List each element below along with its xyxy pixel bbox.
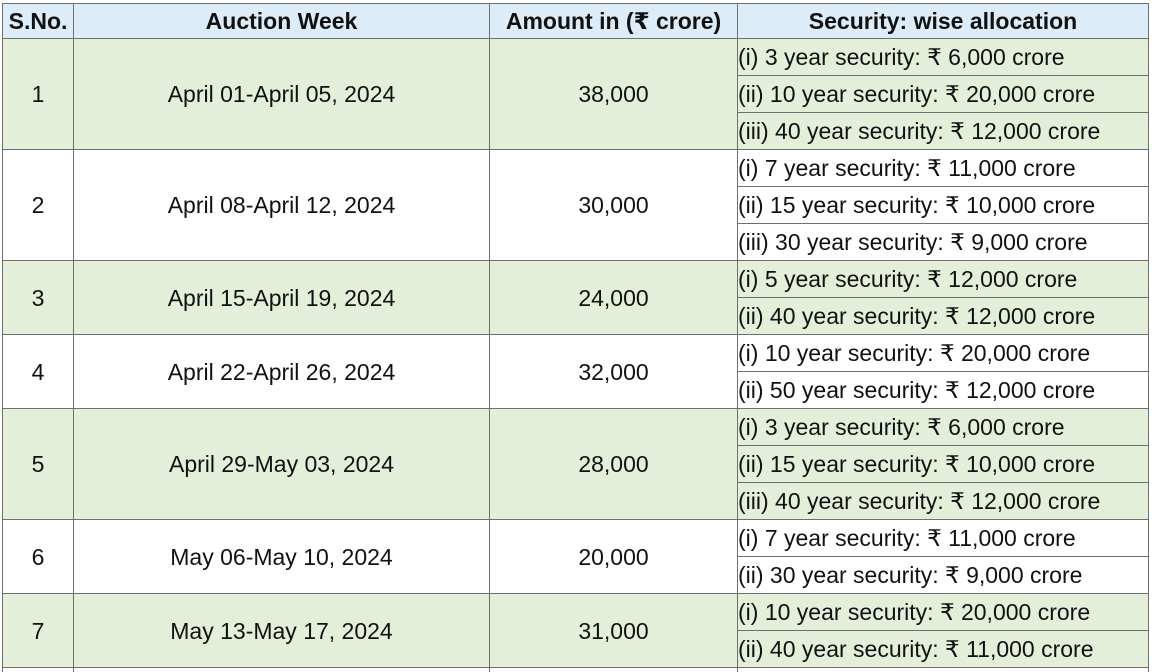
sno-cell: 5: [3, 409, 74, 520]
sno-cell: 2: [3, 150, 74, 261]
table-body: 1 April 01-April 05, 2024 38,000 (i) 3 y…: [3, 39, 1149, 672]
allocation-cell: (i) 10 year security: ₹ 20,000 crore: [738, 335, 1149, 372]
table-row: 6 May 06-May 10, 2024 20,000 (i) 7 year …: [3, 520, 1149, 557]
cutoff-cell: [3, 668, 74, 672]
auction-week-cell: May 13-May 17, 2024: [74, 594, 490, 668]
cutoff-cell: [490, 668, 738, 672]
allocation-cell: (ii) 40 year security: ₹ 12,000 crore: [738, 298, 1149, 335]
auction-schedule-table: S.No. Auction Week Amount in (₹ crore) S…: [2, 3, 1149, 672]
table-row: 3 April 15-April 19, 2024 24,000 (i) 5 y…: [3, 261, 1149, 298]
auction-week-cell: April 22-April 26, 2024: [74, 335, 490, 409]
amount-cell: 28,000: [490, 409, 738, 520]
allocation-cell: (ii) 15 year security: ₹ 10,000 crore: [738, 187, 1149, 224]
allocation-cell: (ii) 50 year security: ₹ 12,000 crore: [738, 372, 1149, 409]
amount-cell: 31,000: [490, 594, 738, 668]
allocation-cell: (i) 3 year security: ₹ 6,000 crore: [738, 39, 1149, 76]
sno-cell: 1: [3, 39, 74, 150]
allocation-cell: (ii) 30 year security: ₹ 9,000 crore: [738, 557, 1149, 594]
header-allocation: Security: wise allocation: [738, 4, 1149, 39]
auction-week-cell: May 06-May 10, 2024: [74, 520, 490, 594]
allocation-cell: (i) 10 year security: ₹ 20,000 crore: [738, 594, 1149, 631]
header-auction-week: Auction Week: [74, 4, 490, 39]
header-row: S.No. Auction Week Amount in (₹ crore) S…: [3, 4, 1149, 39]
allocation-cell: (iii) 40 year security: ₹ 12,000 crore: [738, 483, 1149, 520]
auction-week-cell: April 08-April 12, 2024: [74, 150, 490, 261]
allocation-cell: (i) 7 year security: ₹ 11,000 crore: [738, 150, 1149, 187]
auction-week-cell: April 01-April 05, 2024: [74, 39, 490, 150]
sno-cell: 4: [3, 335, 74, 409]
table-row-cutoff: [3, 668, 1149, 672]
allocation-cell: (iii) 40 year security: ₹ 12,000 crore: [738, 113, 1149, 150]
allocation-cell: (iii) 30 year security: ₹ 9,000 crore: [738, 224, 1149, 261]
sno-cell: 7: [3, 594, 74, 668]
sno-cell: 6: [3, 520, 74, 594]
amount-cell: 30,000: [490, 150, 738, 261]
table-row: 5 April 29-May 03, 2024 28,000 (i) 3 yea…: [3, 409, 1149, 446]
auction-week-cell: April 29-May 03, 2024: [74, 409, 490, 520]
table-row: 2 April 08-April 12, 2024 30,000 (i) 7 y…: [3, 150, 1149, 187]
auction-week-cell: April 15-April 19, 2024: [74, 261, 490, 335]
table-row: 4 April 22-April 26, 2024 32,000 (i) 10 …: [3, 335, 1149, 372]
header-amount: Amount in (₹ crore): [490, 4, 738, 39]
table-row: 1 April 01-April 05, 2024 38,000 (i) 3 y…: [3, 39, 1149, 76]
amount-cell: 32,000: [490, 335, 738, 409]
allocation-cell: (i) 5 year security: ₹ 12,000 crore: [738, 261, 1149, 298]
allocation-cell: (ii) 40 year security: ₹ 11,000 crore: [738, 631, 1149, 668]
header-sno: S.No.: [3, 4, 74, 39]
table-row: 7 May 13-May 17, 2024 31,000 (i) 10 year…: [3, 594, 1149, 631]
amount-cell: 20,000: [490, 520, 738, 594]
allocation-cell: (i) 3 year security: ₹ 6,000 crore: [738, 409, 1149, 446]
cutoff-cell: [74, 668, 490, 672]
sno-cell: 3: [3, 261, 74, 335]
amount-cell: 24,000: [490, 261, 738, 335]
allocation-cell: (ii) 15 year security: ₹ 10,000 crore: [738, 446, 1149, 483]
allocation-cell: (ii) 10 year security: ₹ 20,000 crore: [738, 76, 1149, 113]
cutoff-cell: [738, 668, 1149, 672]
allocation-cell: (i) 7 year security: ₹ 11,000 crore: [738, 520, 1149, 557]
amount-cell: 38,000: [490, 39, 738, 150]
